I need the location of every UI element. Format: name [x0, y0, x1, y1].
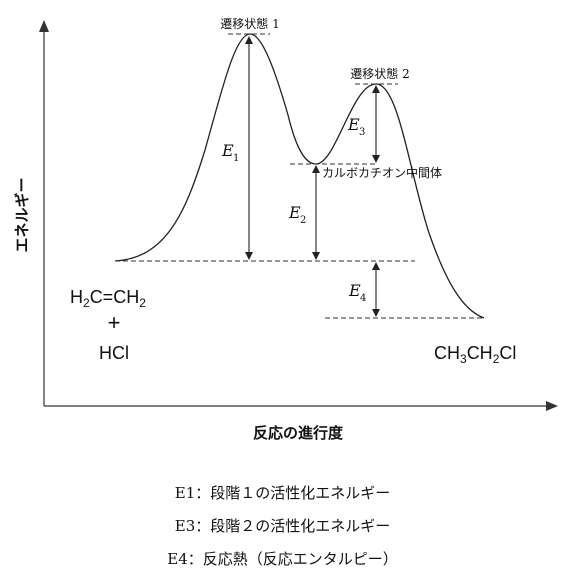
svg-text:1: 1 [233, 153, 239, 164]
ts2-label: 遷移状態 2 [350, 66, 409, 81]
legend-e1: E1：段階１の活性化エネルギー [174, 484, 391, 502]
y-axis-label: エネルギー [13, 177, 31, 252]
e1-label: E 1 [221, 141, 239, 164]
e3-label: E 3 [347, 115, 365, 138]
svg-text:2: 2 [300, 215, 306, 226]
svg-text:4: 4 [360, 293, 366, 304]
svg-text:E: E [347, 115, 360, 134]
y-axis-arrowhead [39, 20, 49, 32]
e4-label: E 4 [348, 281, 366, 304]
ts1-label: 遷移状態 1 [220, 16, 279, 31]
reactant-ethylene: H2C=CH2 [70, 287, 146, 310]
energy-diagram: エネルギー 反応の進行度 遷移状態 1 遷移状態 2 カルボカチオン中間体 E … [13, 16, 558, 442]
svg-text:E: E [288, 203, 301, 222]
e2-label: E 2 [288, 203, 306, 226]
legend-e4: E4：反応熱（反応エンタルピー） [167, 550, 398, 568]
reactant-hcl: HCl [99, 343, 129, 363]
svg-text:E: E [221, 141, 234, 160]
svg-text:E: E [348, 281, 361, 300]
legend-e3: E3：段階２の活性化エネルギー [174, 517, 391, 535]
x-axis-arrowhead [546, 401, 558, 411]
reactant-plus: + [108, 310, 121, 335]
intermediate-label: カルボカチオン中間体 [322, 165, 442, 180]
product-chloroethane: CH3CH2Cl [434, 343, 516, 366]
svg-text:3: 3 [359, 127, 365, 138]
x-axis-label: 反応の進行度 [253, 424, 344, 442]
energy-curve [114, 33, 485, 319]
